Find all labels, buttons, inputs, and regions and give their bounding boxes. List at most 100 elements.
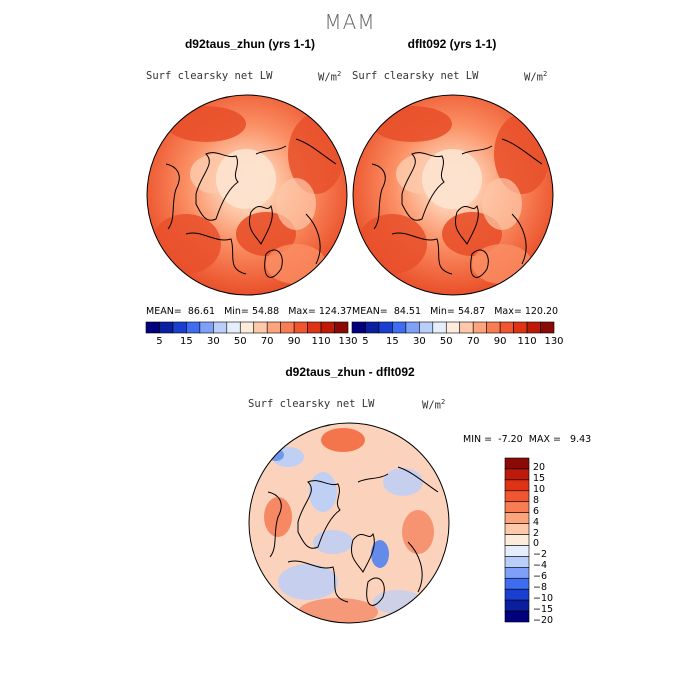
panel2-coastlines [371, 138, 543, 278]
panel2-colorbar-swatch [378, 321, 393, 334]
panel1-colorbar-swatch [307, 321, 322, 334]
panel2-colorbar-tick-label: 15 [386, 336, 399, 347]
diff-colorbar-tick-label: −20 [533, 615, 554, 626]
panel2-map-border [352, 94, 554, 296]
panel1-case-title: d92taus_zhun (yrs 1-1) [184, 37, 316, 51]
diff-colorbar-tick-label: −10 [533, 593, 554, 605]
panel2-colorbar-tick-label: 90 [493, 336, 507, 347]
diff-colorbar-tick-label: −6 [533, 571, 548, 583]
panel1-colorbar-swatch [334, 321, 349, 334]
panel2-colorbar-ticks: 5 15 30 50 70 90 110 130 [352, 336, 563, 350]
panel1-colorbar-swatch [213, 321, 228, 334]
diff-colorbar-swatch [504, 523, 530, 535]
panel2-colorbar-swatch [445, 321, 461, 334]
diff-colorbar-tick-label: 4 [533, 516, 540, 528]
panel1-map-border [146, 94, 348, 296]
diff-colorbar-swatch [504, 567, 530, 579]
panel1-colorbar-swatch [145, 321, 160, 334]
panel2-colorbar-swatch [419, 321, 434, 334]
diff-colorbar-tick-label: 6 [533, 505, 540, 517]
diff-colorbar-swatch [504, 556, 530, 568]
panel2-colorbar-tick-label: 130 [544, 336, 564, 347]
panel1-colorbar-tick-label: 30 [206, 336, 220, 347]
panel2-stats: MEAN= 84.51 Min= 54.87 Max= 120.20 [352, 306, 559, 317]
panel1-colorbar-swatch [199, 321, 214, 334]
panel1-stats: MEAN= 86.61 Min= 54.88 Max= 124.37 [146, 306, 353, 317]
diff-colorbar-swatch [504, 501, 530, 513]
diff-map-border [248, 422, 450, 624]
panel1-colorbar-ticks: 5 15 30 50 70 90 110 130 [146, 336, 357, 350]
panel1-units-label: W/m2 [318, 70, 342, 84]
panel1-coastlines [165, 138, 337, 278]
panel2-colorbar-swatch [432, 321, 447, 334]
panel2-colorbar-swatch [540, 321, 555, 334]
diff-colorbar-swatch [504, 599, 530, 612]
panel1-colorbar-tick-label: 5 [156, 336, 163, 347]
panel1-colorbar [145, 321, 349, 334]
diff-colorbar-tick-label: 0 [533, 538, 540, 550]
panel2-colorbar-swatch [499, 321, 514, 334]
diff-units-label: W/m2 [422, 398, 446, 412]
diff-colorbar-tick-label: 20 [533, 461, 546, 473]
diff-colorbar-swatch [504, 468, 530, 481]
panel1-colorbar-swatch [239, 321, 255, 334]
panel2-polar-map [352, 94, 554, 296]
diff-colorbar-swatch [504, 457, 530, 470]
panel2-colorbar-swatch [526, 321, 541, 334]
diff-colorbar-tick-label: −8 [533, 582, 548, 594]
panel1-colorbar-swatch [159, 321, 174, 334]
diff-field-patches [264, 428, 434, 623]
panel1-colorbar-swatch [226, 321, 241, 334]
diff-colorbar-swatch [504, 490, 530, 503]
panel1-colorbar-swatch [280, 321, 295, 334]
diff-colorbar-tick-label: 15 [533, 472, 546, 484]
diff-colorbar-swatch [504, 588, 530, 601]
panel1-colorbar-swatch [266, 321, 281, 334]
panel2-colorbar-swatch [513, 321, 528, 334]
diff-colorbar-tick-label: 8 [533, 494, 540, 506]
panel2-case-title: dflt092 (yrs 1-1) [407, 37, 497, 51]
panel1-colorbar-tick-label: 50 [233, 336, 247, 347]
panel1-colorbar-swatch [293, 321, 308, 334]
panel1-colorbar-swatch [186, 321, 201, 334]
diff-polar-map [248, 422, 450, 624]
diff-colorbar-swatch [504, 534, 530, 546]
diff-stats: MIN = -7.20 MAX = 9.43 [463, 434, 592, 445]
diff-colorbar-tick-label: −4 [533, 560, 548, 572]
panel1-colorbar-swatch [320, 321, 335, 334]
panel2-colorbar-tick-label: 70 [466, 336, 480, 347]
panel1-colorbar-tick-label: 15 [180, 336, 193, 347]
diff-colorbar-tick-label: −15 [533, 604, 554, 616]
panel1-variable-label: Surf clearsky net LW [146, 70, 273, 82]
panel2-colorbar-swatch [392, 321, 407, 334]
diff-colorbar [504, 457, 530, 623]
panel1-polar-map [146, 94, 348, 296]
diff-colorbar-tick-label: −2 [533, 549, 548, 561]
panel2-units-label: W/m2 [524, 70, 548, 84]
panel1-colorbar-tick-label: 90 [287, 336, 301, 347]
diff-case-title: d92taus_zhun - dflt092 [285, 365, 415, 379]
diff-colorbar-swatch [504, 545, 530, 557]
panel2-colorbar-swatch [459, 321, 474, 334]
diff-colorbar-swatch [504, 610, 530, 623]
figure-title: MAM [324, 10, 376, 34]
diff-variable-label: Surf clearsky net LW [248, 398, 375, 410]
panel2-colorbar-swatch [351, 321, 366, 334]
diff-coastlines [267, 466, 439, 606]
panel2-colorbar-swatch [472, 321, 487, 334]
panel2-colorbar-swatch [486, 321, 501, 334]
diff-colorbar-swatch [504, 512, 530, 524]
panel2-colorbar-tick-label: 5 [362, 336, 369, 347]
diff-colorbar-swatch [504, 577, 530, 590]
panel2-variable-label: Surf clearsky net LW [352, 70, 479, 82]
panel2-colorbar-tick-label: 110 [517, 336, 537, 347]
panel1-colorbar-tick-label: 130 [338, 336, 358, 347]
diff-colorbar-tick-label: 10 [533, 483, 546, 495]
diff-colorbar-tick-label: 2 [533, 527, 540, 539]
diff-colorbar-swatch [504, 479, 530, 492]
panel1-colorbar-swatch [253, 321, 268, 334]
panel1-colorbar-tick-label: 110 [311, 336, 331, 347]
panel2-colorbar-tick-label: 30 [412, 336, 426, 347]
panel2-colorbar [351, 321, 555, 334]
panel2-colorbar-swatch [365, 321, 380, 334]
